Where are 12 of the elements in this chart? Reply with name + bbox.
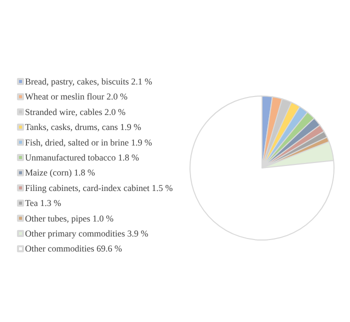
legend-label: Tea 1.3 %: [25, 198, 62, 208]
legend-label: Fish, dried, salted or in brine 1.9 %: [25, 137, 152, 148]
legend-label: Other commodities 69.6 %: [25, 244, 122, 254]
legend-label: Other primary commodities 3.9 %: [25, 228, 149, 238]
legend-label: Wheat or meslin flour 2.0 %: [25, 92, 128, 102]
legend-label: Stranded wire, cables 2.0 %: [25, 106, 126, 117]
legend-label: Filing cabinets, card-index cabinet 1.5 %: [25, 182, 174, 193]
legend-label: Unmanufactured tobacco 1.8 %: [25, 152, 140, 162]
legend-label: Tanks, casks, drums, cans 1.9 %: [25, 122, 142, 132]
legend-label: Other tubes, pipes 1.0 %: [25, 213, 114, 224]
legend-label: Maize (corn) 1.8 %: [25, 168, 96, 178]
legend-label: Bread, pastry, cakes, biscuits 2.1 %: [25, 76, 153, 86]
